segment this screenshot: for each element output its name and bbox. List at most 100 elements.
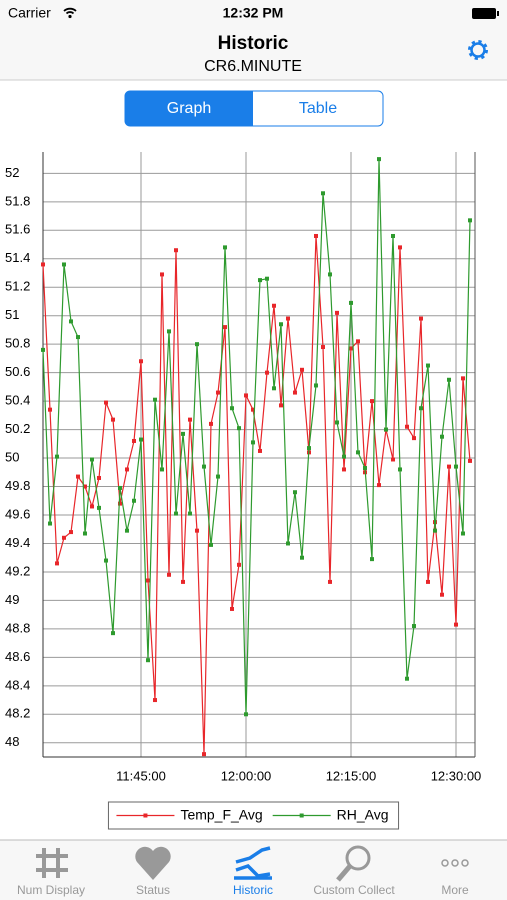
data-point	[146, 658, 150, 663]
data-point	[160, 467, 164, 472]
data-point	[426, 363, 430, 368]
tab-label[interactable]: Status	[136, 883, 170, 897]
series-line	[42, 235, 471, 755]
legend: Temp_F_Avg RH_Avg	[107, 801, 400, 830]
data-point	[433, 528, 437, 533]
data-point	[279, 403, 283, 408]
data-point	[412, 436, 416, 441]
data-point	[237, 562, 241, 567]
data-point	[55, 454, 59, 459]
nav-subtitle: CR6.MINUTE	[204, 58, 302, 75]
x-tick-label: 12:00:00	[221, 768, 272, 783]
data-point	[202, 752, 206, 757]
tab-label[interactable]: Custom Collect	[313, 883, 395, 897]
data-point	[251, 407, 255, 412]
data-point	[370, 399, 374, 404]
data-point	[454, 464, 458, 469]
data-point	[419, 316, 423, 321]
data-point	[398, 245, 402, 250]
data-point	[139, 437, 143, 442]
legend-label: Temp_F_Avg	[180, 807, 262, 823]
data-point	[202, 464, 206, 469]
data-point	[335, 420, 339, 425]
tab-historic[interactable]: Historic	[233, 846, 273, 897]
data-point	[356, 339, 360, 344]
legend-marker	[143, 813, 148, 818]
data-point	[419, 406, 423, 411]
data-point	[76, 474, 80, 479]
data-point	[139, 359, 143, 364]
data-point	[118, 501, 122, 506]
tab-more[interactable]: More	[441, 859, 469, 897]
data-point	[167, 329, 171, 334]
data-point	[125, 467, 129, 472]
data-point	[41, 347, 45, 352]
data-point	[426, 579, 430, 584]
data-point	[314, 383, 318, 388]
data-point	[104, 400, 108, 405]
nav-title: Historic	[218, 33, 289, 54]
data-point	[118, 485, 122, 490]
tab-label[interactable]: Num Display	[17, 883, 85, 897]
y-tick-label: 51.4	[5, 250, 30, 265]
x-tick-label: 12:30:00	[431, 768, 482, 783]
data-point	[377, 483, 381, 488]
data-point	[321, 345, 325, 350]
data-point	[468, 458, 472, 463]
data-point	[167, 572, 171, 577]
segment-label[interactable]: Table	[299, 100, 337, 117]
data-point	[447, 377, 451, 382]
segment-graph[interactable]	[125, 91, 253, 126]
data-point	[97, 475, 101, 480]
data-point	[230, 406, 234, 411]
data-point	[286, 316, 290, 321]
data-point	[405, 676, 409, 681]
data-point	[55, 561, 59, 566]
data-point	[447, 464, 451, 469]
data-point	[230, 606, 234, 611]
tab-status[interactable]: Status	[135, 846, 171, 897]
y-tick-label: 50.6	[5, 364, 30, 379]
header-bg	[0, 0, 507, 80]
data-point	[293, 390, 297, 395]
tab-label[interactable]: More	[441, 883, 469, 897]
data-point	[62, 262, 66, 267]
data-point	[342, 467, 346, 472]
data-point	[405, 424, 409, 429]
data-point	[132, 498, 136, 503]
data-point	[328, 272, 332, 277]
data-point	[454, 622, 458, 627]
segment-label[interactable]: Graph	[167, 100, 211, 117]
data-point	[293, 490, 297, 495]
data-point	[244, 712, 248, 717]
settings-button[interactable]	[468, 40, 488, 60]
data-point	[272, 386, 276, 391]
data-point	[307, 446, 311, 451]
tab-custom-collect[interactable]: Custom Collect	[313, 845, 395, 897]
y-tick-label: 51.2	[5, 279, 30, 294]
y-tick-label: 48.4	[5, 677, 30, 692]
data-point	[160, 272, 164, 277]
y-tick-label: 50	[5, 449, 19, 464]
data-point	[41, 262, 45, 267]
tab-label[interactable]: Historic	[233, 883, 273, 897]
data-point	[412, 624, 416, 629]
data-point	[69, 530, 73, 535]
data-point	[300, 367, 304, 372]
data-point	[237, 426, 241, 431]
data-point	[384, 427, 388, 432]
data-point	[363, 466, 367, 471]
data-point	[440, 434, 444, 439]
data-point	[258, 448, 262, 453]
data-point	[440, 592, 444, 597]
y-tick-label: 50.4	[5, 393, 30, 408]
data-point	[181, 579, 185, 584]
y-tick-label: 48	[5, 734, 19, 749]
battery-tip	[497, 11, 499, 16]
tab-num-display[interactable]: Num Display	[17, 848, 85, 897]
wifi-dot	[68, 14, 72, 19]
data-point	[468, 218, 472, 223]
data-point	[356, 450, 360, 455]
y-tick-label: 49.2	[5, 563, 30, 578]
